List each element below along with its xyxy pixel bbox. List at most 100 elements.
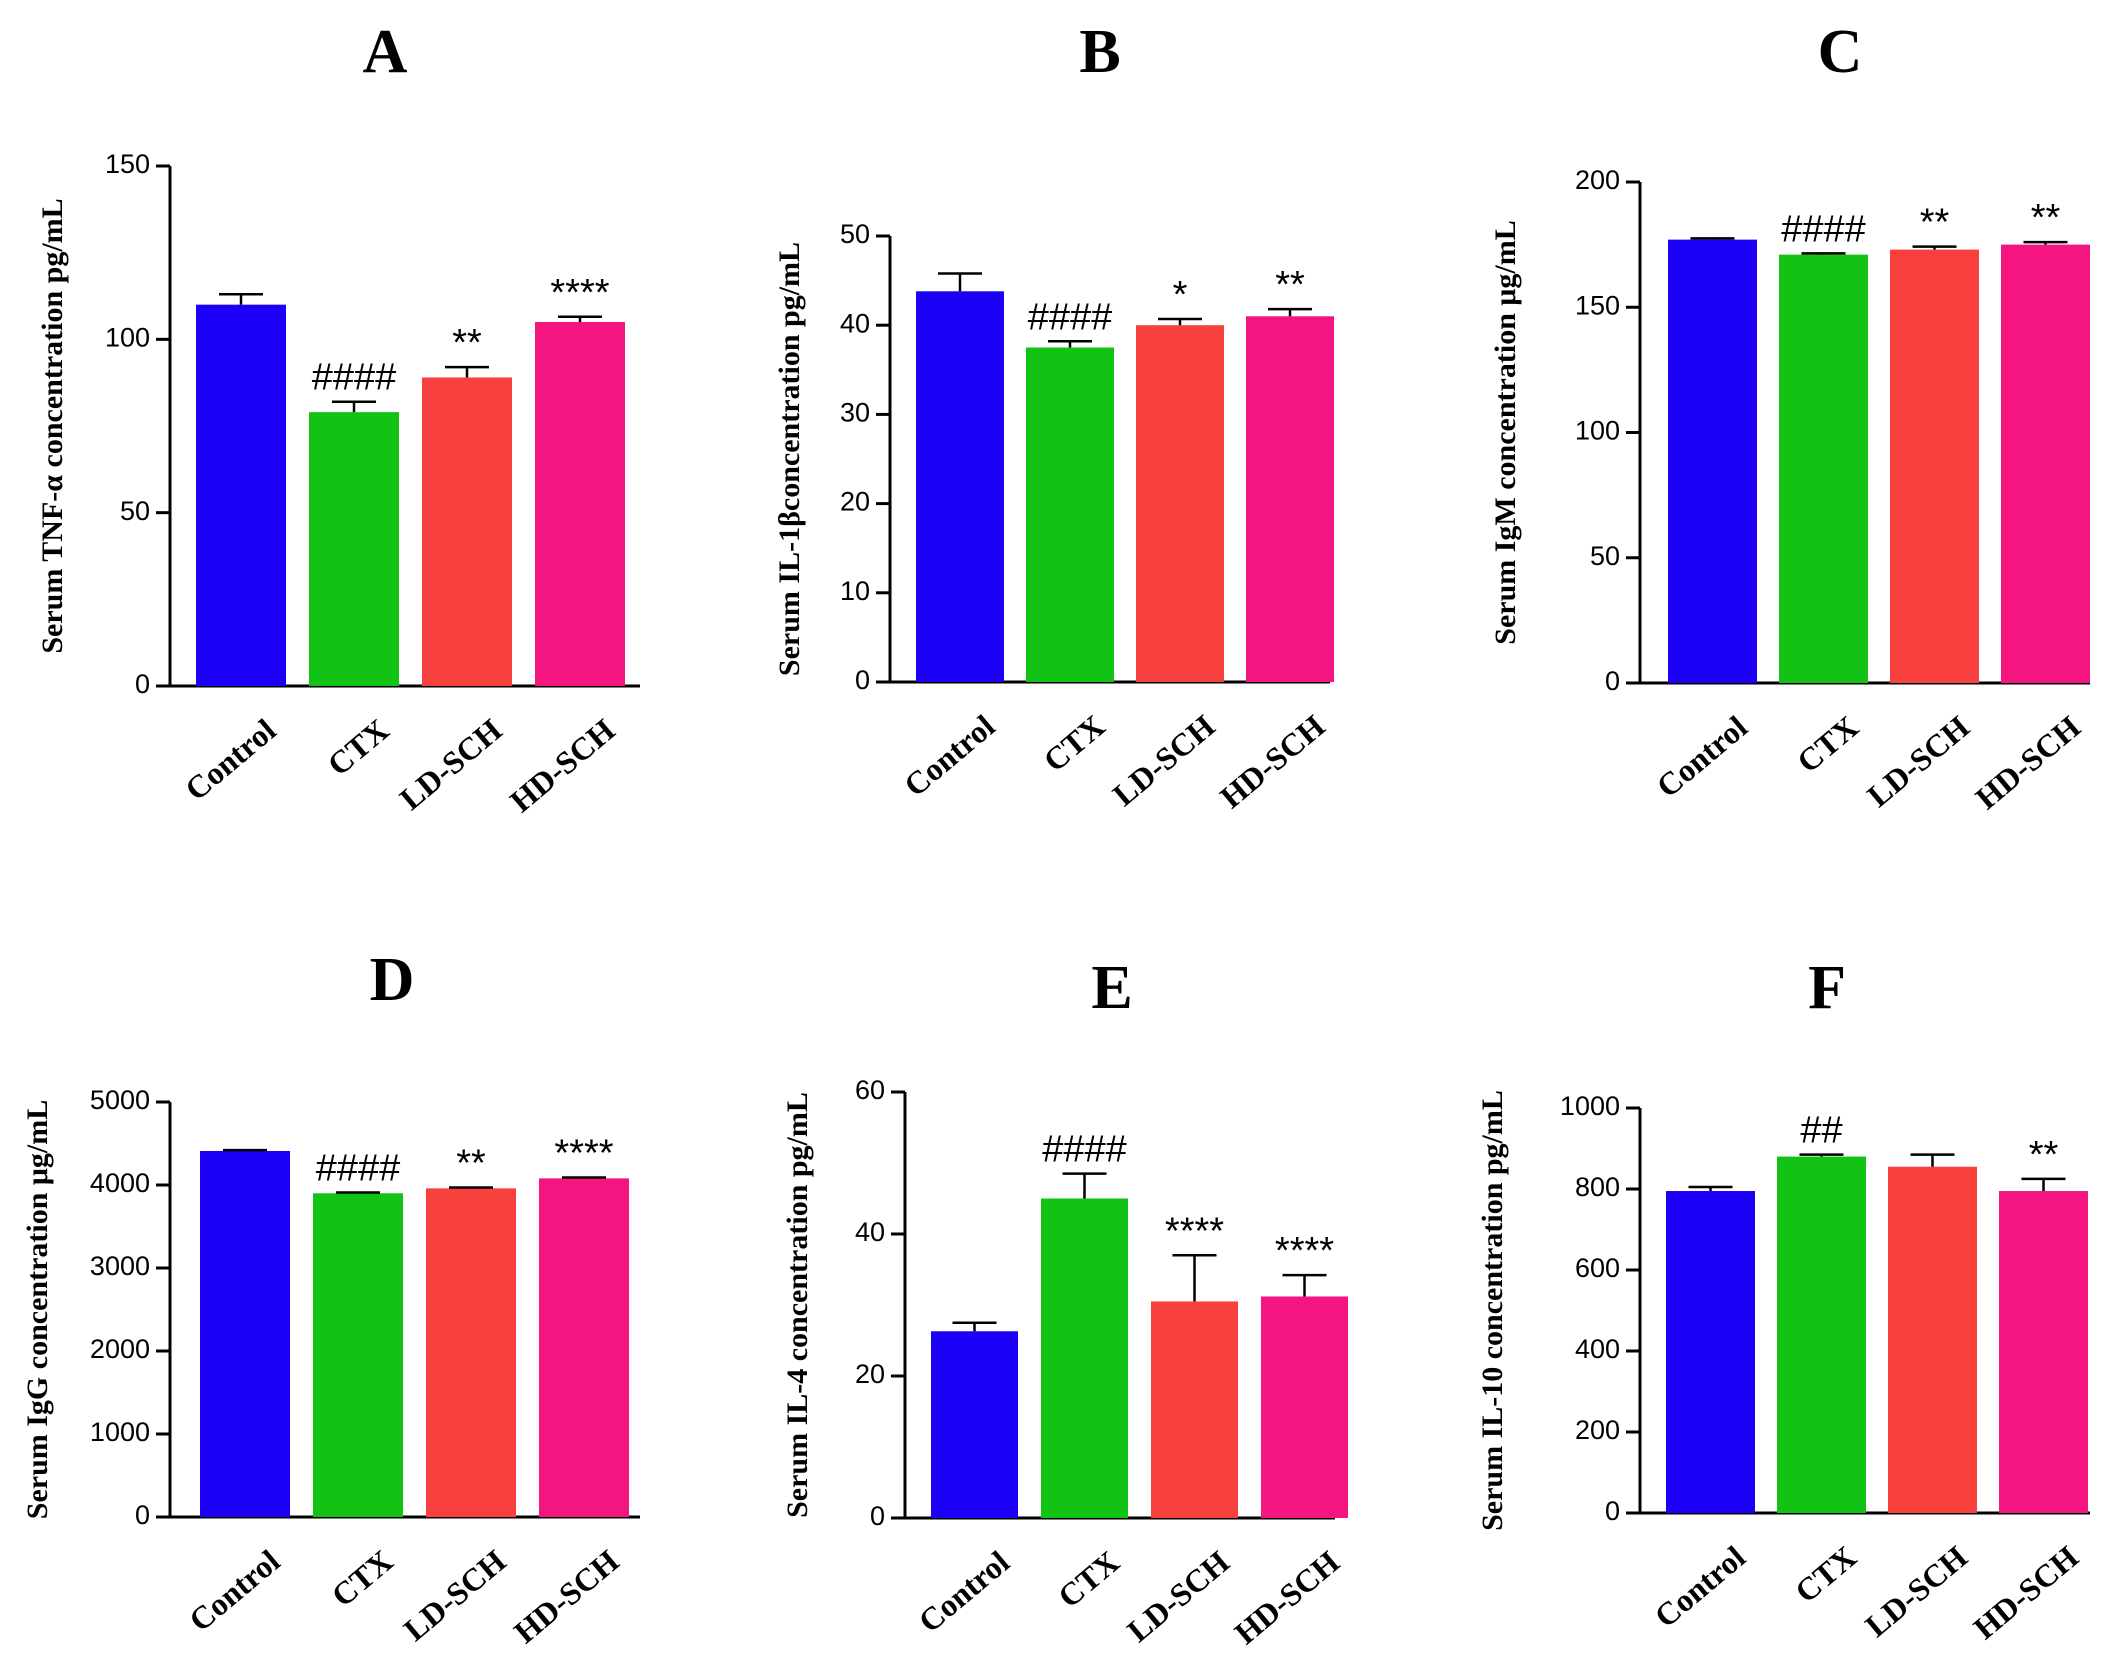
y-tick-label: 20: [840, 487, 870, 517]
significance-label: ####: [316, 1147, 401, 1189]
significance-label: *: [1173, 274, 1188, 316]
y-tick-label: 0: [135, 669, 150, 699]
bar-control: [196, 304, 286, 686]
panel-b: B Serum IL-1βconcentration pg/mL 0 10 20 30 40…: [773, 18, 1334, 815]
y-axis-label: Serum IgG concentration μg/mL: [21, 1100, 54, 1519]
bar-ctx: [309, 412, 399, 686]
significance-label: ****: [550, 272, 609, 314]
bar-hd-sch: [2001, 244, 2090, 683]
y-tick-label: 200: [1575, 165, 1620, 195]
y-tick-label: 3000: [90, 1251, 150, 1281]
significance-label: ####: [1028, 296, 1113, 338]
y-tick-label: 50: [1590, 541, 1620, 571]
significance-label: ##: [1800, 1110, 1842, 1152]
significance-label: ####: [1042, 1129, 1127, 1171]
x-tick-label: Control: [1648, 1538, 1752, 1634]
y-tick-label: 1000: [1560, 1091, 1620, 1121]
x-tick-label: HD-SCH: [1966, 1538, 2085, 1646]
bar-ctx: [313, 1193, 403, 1517]
significance-label: **: [456, 1142, 486, 1184]
bar-ctx: [1777, 1156, 1866, 1513]
panel-d: D Serum IgG concentration μg/mL 0 1000 2000 3…: [21, 946, 640, 1650]
significance-label: ****: [1165, 1210, 1224, 1252]
y-axis-label: Serum IgM concentration μg/mL: [1489, 220, 1522, 644]
bar-ctx: [1041, 1198, 1128, 1518]
y-tick-label: 100: [1575, 416, 1620, 446]
significance-label: ****: [554, 1133, 613, 1175]
bar-ld-sch: [1136, 325, 1224, 682]
y-axis-label: Serum IL-10 concentration pg/mL: [1476, 1090, 1509, 1531]
significance-label: **: [2031, 197, 2061, 239]
bar-ld-sch: [426, 1188, 516, 1517]
panel-e: E Serum IL-4 concentration pg/mL 0 20 40 60 Co…: [781, 954, 1348, 1651]
x-tick-label: Control: [912, 1543, 1016, 1639]
bar-control: [916, 291, 1004, 682]
x-tick-label: LD-SCH: [393, 711, 509, 816]
panel-a: A Serum TNF-α concentration pg/mL 0 50 100 15…: [36, 18, 640, 819]
y-axis-label: Serum IL-1βconcentration pg/mL: [773, 242, 806, 676]
bar-control: [200, 1150, 290, 1517]
y-tick-label: 2000: [90, 1334, 150, 1364]
x-tick-label: CTX: [1790, 709, 1865, 780]
panel-letter: E: [1091, 954, 1132, 1022]
x-tick-label: LD-SCH: [1860, 708, 1976, 813]
x-tick-label: LD-SCH: [1120, 1543, 1236, 1648]
x-tick-label: Control: [897, 707, 1001, 803]
significance-label: ####: [312, 357, 397, 399]
panel-c: C Serum IgM concentration μg/mL 0 50 100 150 2…: [1489, 18, 2090, 816]
x-tick-label: HD-SCH: [507, 1542, 626, 1650]
x-tick-label: CTX: [1051, 1544, 1126, 1615]
x-tick-label: HD-SCH: [1213, 707, 1332, 815]
significance-label: **: [1920, 202, 1950, 244]
bar-ld-sch: [1151, 1301, 1238, 1518]
y-tick-label: 30: [840, 398, 870, 428]
bar-hd-sch: [1246, 316, 1334, 682]
y-tick-label: 40: [855, 1217, 885, 1247]
bar-hd-sch: [539, 1178, 629, 1517]
y-tick-label: 0: [855, 665, 870, 695]
panel-letter: D: [370, 946, 415, 1014]
x-tick-label: HD-SCH: [503, 711, 622, 819]
panel-letter: B: [1079, 18, 1120, 86]
bar-hd-sch: [1261, 1296, 1348, 1518]
y-tick-label: 150: [1575, 290, 1620, 320]
y-tick-label: 200: [1575, 1415, 1620, 1445]
y-axis-label: Serum IL-4 concentration pg/mL: [781, 1092, 814, 1518]
bar-ld-sch: [1888, 1166, 1977, 1513]
y-tick-label: 0: [870, 1501, 885, 1531]
panel-letter: A: [363, 18, 408, 86]
y-tick-label: 10: [840, 576, 870, 606]
x-tick-label: LD-SCH: [397, 1542, 513, 1647]
significance-label: **: [2029, 1134, 2059, 1176]
y-tick-label: 20: [855, 1359, 885, 1389]
significance-label: **: [1275, 264, 1305, 306]
x-tick-label: LD-SCH: [1106, 707, 1222, 812]
x-tick-label: Control: [1650, 708, 1754, 804]
x-tick-label: HD-SCH: [1227, 1543, 1346, 1651]
y-tick-label: 4000: [90, 1168, 150, 1198]
bar-hd-sch: [1999, 1191, 2088, 1513]
bar-ctx: [1779, 254, 1868, 683]
y-tick-label: 0: [1605, 1496, 1620, 1526]
significance-label: ####: [1781, 208, 1866, 250]
y-axis-label: Serum TNF-α concentration pg/mL: [36, 198, 69, 653]
y-tick-label: 600: [1575, 1253, 1620, 1283]
bar-ld-sch: [422, 377, 512, 686]
x-tick-label: CTX: [1788, 1539, 1863, 1610]
panel-letter: F: [1808, 954, 1846, 1022]
y-tick-label: 40: [840, 308, 870, 338]
x-tick-label: CTX: [1037, 708, 1112, 779]
y-tick-label: 5000: [90, 1085, 150, 1115]
y-tick-label: 1000: [90, 1417, 150, 1447]
y-tick-label: 50: [120, 496, 150, 526]
x-tick-label: LD-SCH: [1858, 1538, 1974, 1643]
bar-hd-sch: [535, 322, 625, 686]
y-tick-label: 100: [105, 322, 150, 352]
significance-label: **: [452, 322, 482, 364]
significance-label: ****: [1275, 1230, 1334, 1272]
y-tick-label: 400: [1575, 1334, 1620, 1364]
bar-control: [1666, 1191, 1755, 1513]
y-tick-label: 0: [1605, 666, 1620, 696]
x-tick-label: CTX: [325, 1543, 400, 1614]
